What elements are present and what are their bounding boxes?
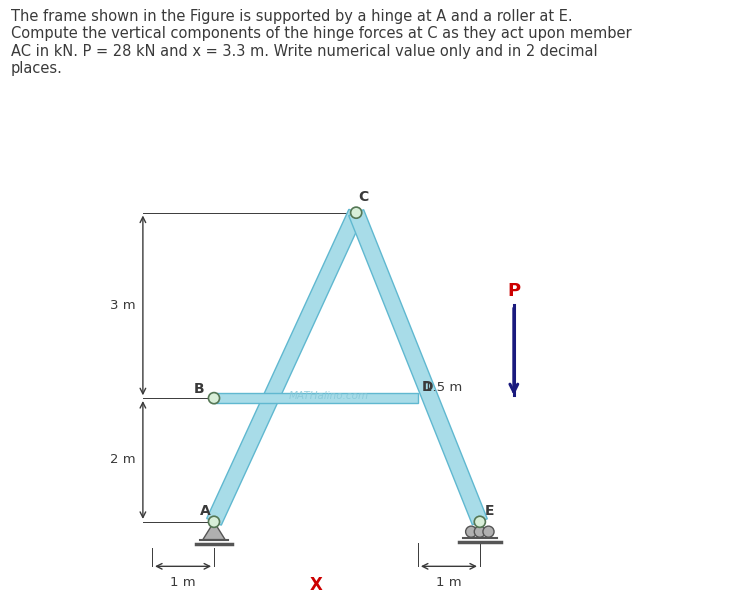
Text: 1 m: 1 m (436, 575, 462, 589)
Polygon shape (214, 393, 418, 403)
Text: 2 m: 2 m (110, 454, 135, 466)
Text: A: A (200, 504, 211, 518)
Circle shape (474, 526, 485, 537)
Text: 3 m: 3 m (110, 299, 135, 312)
Text: 1.5 m: 1.5 m (424, 381, 462, 394)
Text: C: C (359, 190, 369, 204)
Text: D: D (422, 381, 433, 394)
Circle shape (483, 526, 494, 537)
Text: P: P (508, 283, 520, 301)
Circle shape (351, 207, 362, 218)
Text: X: X (309, 575, 323, 594)
Text: 1 m: 1 m (170, 575, 196, 589)
Text: E: E (485, 504, 494, 518)
Polygon shape (203, 522, 225, 540)
Text: MATHalino.com: MATHalino.com (289, 391, 369, 401)
Polygon shape (206, 209, 363, 525)
Circle shape (209, 516, 220, 528)
Circle shape (465, 526, 477, 537)
Circle shape (474, 516, 485, 528)
Circle shape (209, 393, 220, 404)
Text: B: B (193, 382, 204, 396)
Polygon shape (349, 210, 488, 525)
Text: The frame shown in the Figure is supported by a hinge at A and a roller at E.
Co: The frame shown in the Figure is support… (11, 9, 632, 76)
